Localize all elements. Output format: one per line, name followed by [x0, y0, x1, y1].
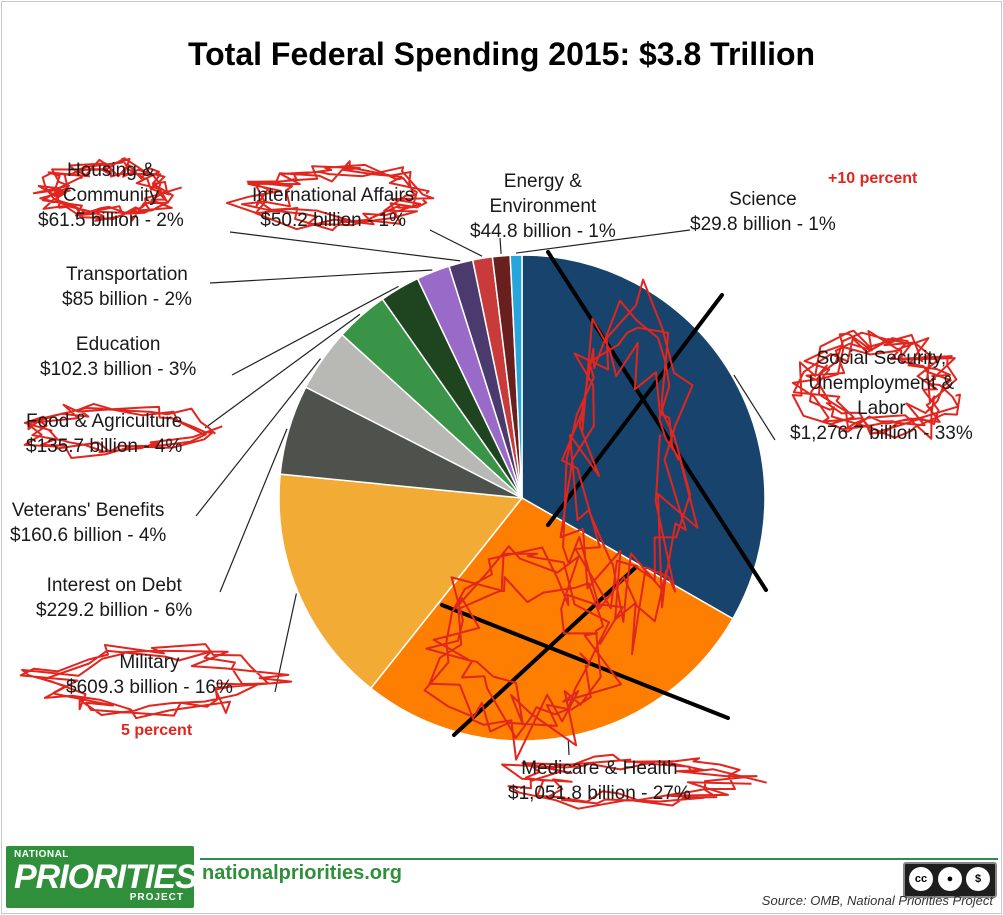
cross-out-line — [452, 565, 638, 737]
label-transportation: Transportation $85 billion - 2% — [62, 264, 192, 310]
label-interest-on-debt: Interest on Debt $229.2 billion - 6% — [36, 575, 193, 621]
leader-line — [274, 593, 297, 693]
leader-line — [231, 285, 399, 376]
label-veterans-benefits: Veterans' Benefits $160.6 billion - 4% — [10, 500, 167, 546]
label-food-agriculture: Food & Agriculture $135.7 billion - 4% — [26, 411, 183, 457]
leader-line — [499, 237, 502, 254]
red-scribble — [559, 278, 699, 656]
leader-line — [219, 428, 288, 593]
cc-nc-icon: $ — [966, 867, 990, 891]
leader-lines — [195, 229, 776, 756]
pie-slices — [278, 254, 766, 742]
red-scribble — [32, 157, 182, 222]
label-science: Science $29.8 billion - 1% — [690, 189, 836, 235]
site-url: nationalpriorities.org — [202, 862, 403, 884]
chart-title: Total Federal Spending 2015: $3.8 Trilli… — [187, 36, 816, 72]
red-scribble — [501, 753, 767, 810]
red-scribble — [423, 545, 624, 761]
pie-slice-science — [509, 254, 523, 499]
leader-line — [204, 313, 361, 429]
leader-line — [515, 229, 691, 254]
source-note: Source: OMB, National Priorities Project — [761, 893, 993, 908]
cross-out-line — [440, 603, 730, 720]
red-scribble — [225, 160, 435, 232]
cross-out-line — [546, 250, 768, 592]
pie-slice-social-security-unemployment-labor — [521, 254, 766, 620]
leader-line — [733, 374, 776, 441]
cross-out-line — [546, 293, 724, 527]
logo-text-bottom: PROJECT — [129, 892, 184, 903]
cc-nc-text: NC — [972, 885, 983, 892]
logo-text-main: PRIORITIES — [14, 858, 198, 896]
npp-logo: NATIONAL PRIORITIES PROJECT — [6, 846, 198, 908]
red-scribble — [19, 643, 293, 720]
cc-license-badge: cc ● $ BY NC — [903, 862, 997, 898]
cc-by-text: BY — [944, 885, 954, 892]
label-housing-community: Housing & Community $61.5 billion - 2% — [38, 160, 184, 231]
pie-slice-military — [278, 473, 524, 690]
label-medicare-health: Medicare & Health $1,051.8 billion - 27% — [508, 758, 691, 804]
annotation-five-percent: 5 percent — [121, 722, 193, 739]
red-scribble — [791, 329, 961, 440]
cc-by-icon: ● — [938, 867, 962, 891]
label-military: Military $609.3 billion - 16% — [66, 652, 233, 698]
label-energy-environment: Energy & Environment $44.8 billion - 1% — [470, 171, 616, 242]
label-social-security: Social Security, Unemployment & Labor $1… — [790, 348, 973, 444]
leader-line — [195, 358, 321, 517]
red-scribble — [23, 402, 223, 459]
footer-divider — [200, 858, 998, 860]
annotation-plus-ten: +10 percent — [828, 170, 918, 187]
label-international-affairs: International Affairs $50.2 billion - 1% — [252, 185, 415, 231]
label-education: Education $102.3 billion - 3% — [40, 334, 197, 380]
leader-line — [229, 231, 461, 262]
handwritten-markup — [19, 157, 961, 810]
logo-text-top: NATIONAL — [14, 849, 69, 860]
cc-icon: cc — [909, 867, 933, 891]
pie-slice-medicare-health — [369, 497, 734, 742]
leader-line — [209, 269, 433, 284]
leader-line — [567, 738, 570, 756]
leader-line — [429, 229, 483, 257]
